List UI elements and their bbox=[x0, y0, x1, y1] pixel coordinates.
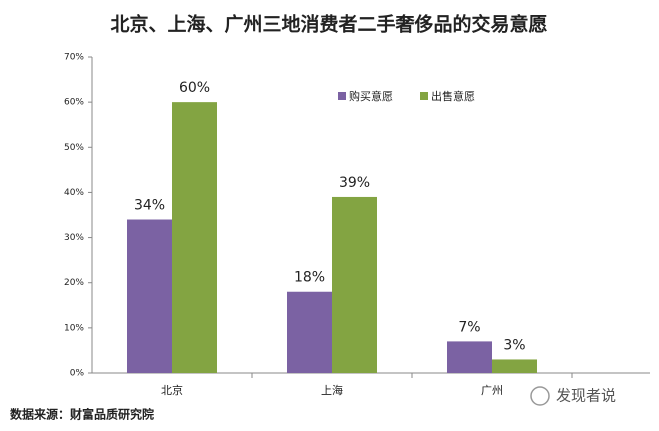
bar bbox=[447, 341, 492, 373]
y-tick-label: 70% bbox=[64, 53, 84, 63]
chart-title: 北京、上海、广州三地消费者二手奢侈品的交易意愿 bbox=[110, 13, 547, 36]
legend-label: 购买意愿 bbox=[349, 89, 393, 103]
value-label: 3% bbox=[503, 337, 525, 353]
legend-swatch bbox=[338, 92, 346, 100]
value-label: 60% bbox=[179, 80, 210, 96]
watermark-icon bbox=[530, 386, 550, 406]
x-tick-label: 广州 bbox=[481, 384, 503, 397]
y-tick-label: 30% bbox=[64, 233, 84, 243]
y-tick-label: 10% bbox=[64, 323, 84, 333]
x-tick-label: 上海 bbox=[321, 383, 343, 397]
value-label: 18% bbox=[294, 270, 325, 286]
watermark: 发现者说 bbox=[556, 387, 616, 405]
value-label: 39% bbox=[339, 175, 370, 191]
y-tick-label: 60% bbox=[64, 98, 84, 108]
bar bbox=[492, 359, 537, 373]
bar bbox=[127, 219, 172, 373]
y-tick-label: 20% bbox=[64, 278, 84, 288]
y-tick-label: 0% bbox=[70, 369, 85, 379]
y-tick-label: 40% bbox=[64, 188, 84, 198]
bar bbox=[287, 291, 332, 373]
value-label: 7% bbox=[458, 319, 480, 335]
source: 数据来源：财富品质研究院 bbox=[10, 407, 154, 422]
legend-label: 出售意愿 bbox=[431, 89, 475, 103]
x-tick-label: 北京 bbox=[161, 383, 183, 397]
legend-swatch bbox=[420, 92, 428, 100]
y-tick-label: 50% bbox=[64, 143, 84, 153]
bar bbox=[332, 196, 377, 373]
value-label: 34% bbox=[134, 198, 165, 214]
bar bbox=[172, 102, 217, 374]
